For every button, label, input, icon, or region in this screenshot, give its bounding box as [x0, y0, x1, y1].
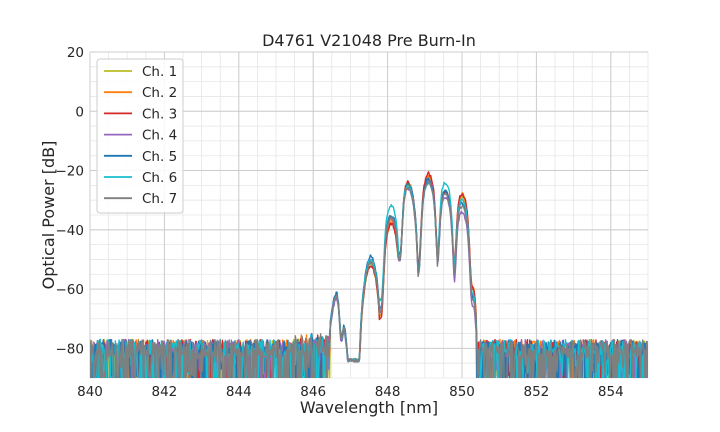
traces: [90, 171, 648, 378]
y-tick-label: −60: [56, 282, 85, 298]
y-tick-label: −80: [56, 341, 85, 357]
y-axis-label: Optical Power [dB]: [39, 141, 58, 290]
x-tick-label: 854: [598, 384, 624, 400]
x-tick-label: 846: [300, 384, 326, 400]
x-tick-label: 852: [524, 384, 550, 400]
x-tick-label: 842: [152, 384, 178, 400]
legend-label: Ch. 1: [142, 64, 177, 80]
legend-frame: [96, 58, 184, 214]
legend-label: Ch. 3: [142, 106, 177, 122]
x-tick-label: 844: [226, 384, 252, 400]
y-tick-label: 20: [67, 45, 84, 61]
x-axis-label: Wavelength [nm]: [300, 398, 438, 417]
legend: Ch. 1 Ch. 2 Ch. 3 Ch. 4 Ch. 5 Ch. 6 Ch. 7: [96, 58, 184, 214]
y-tick-label: −40: [56, 223, 85, 239]
legend-label: Ch. 5: [142, 149, 177, 165]
legend-label: Ch. 7: [142, 191, 177, 207]
x-tick-label: 840: [77, 384, 103, 400]
y-tick-label: 0: [75, 104, 84, 120]
x-tick-label: 848: [375, 384, 401, 400]
series-line-ch-7: [90, 180, 648, 378]
y-tick-label: −20: [56, 164, 85, 180]
legend-label: Ch. 6: [142, 170, 177, 186]
series-line-ch-3: [90, 171, 647, 378]
x-tick-label: 850: [449, 384, 475, 400]
legend-label: Ch. 4: [142, 128, 177, 144]
chart-title: D4761 V21048 Pre Burn-In: [262, 31, 476, 50]
plot-area: 840 842 844 846 848 850 852 854 20 0 −20 −40 −60 −80: [56, 45, 649, 400]
legend-label: Ch. 2: [142, 85, 177, 101]
